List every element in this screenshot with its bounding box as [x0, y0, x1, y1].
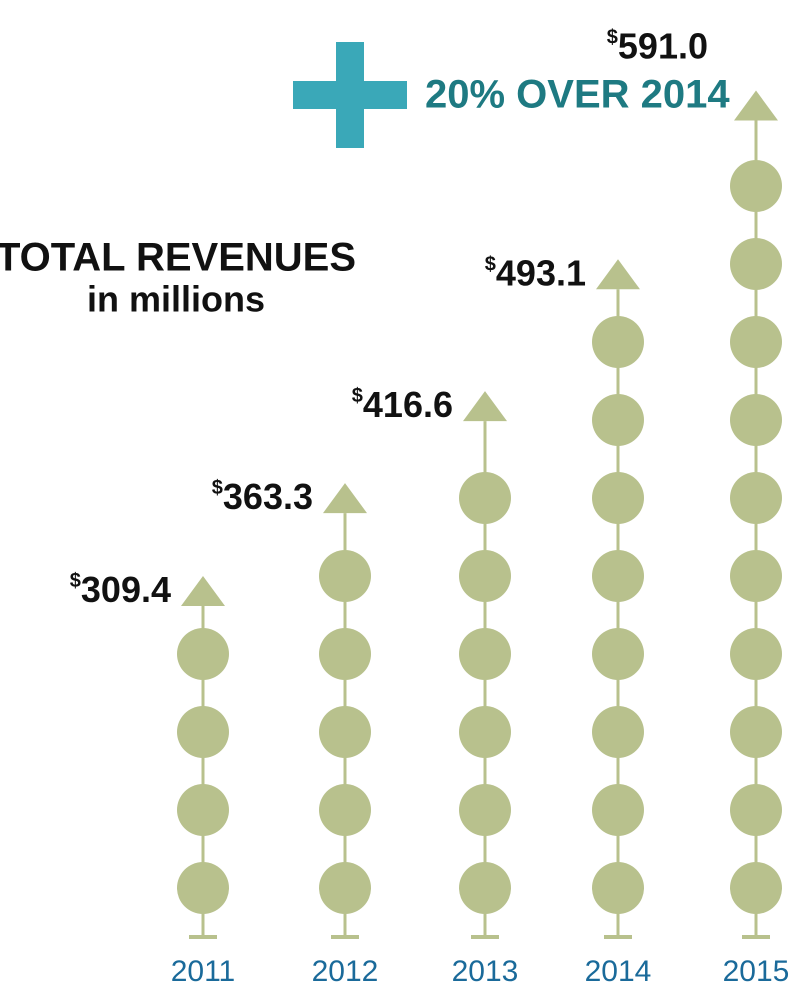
- arrow-head: [596, 259, 640, 290]
- value-label: $591.0: [607, 25, 708, 66]
- arrow-head: [734, 90, 778, 121]
- dot: [319, 706, 371, 758]
- dot: [459, 472, 511, 524]
- dot: [459, 628, 511, 680]
- chart-title: TOTAL REVENUES: [0, 236, 356, 280]
- x-tick-label: 2012: [312, 955, 379, 988]
- dot: [459, 706, 511, 758]
- dot: [730, 472, 782, 524]
- dot: [730, 706, 782, 758]
- dot: [730, 238, 782, 290]
- value-label: $309.4: [70, 569, 171, 610]
- dot: [459, 862, 511, 914]
- dot: [592, 316, 644, 368]
- arrow-head: [181, 575, 225, 606]
- dot: [730, 550, 782, 602]
- dot: [730, 628, 782, 680]
- dot: [592, 784, 644, 836]
- dot: [730, 160, 782, 212]
- dot: [319, 628, 371, 680]
- dot: [177, 706, 229, 758]
- dot: [730, 862, 782, 914]
- x-tick-label: 2015: [723, 955, 790, 988]
- annotation: 20% OVER 2014: [425, 73, 730, 117]
- value-label: $493.1: [485, 252, 586, 293]
- x-tick-label: 2011: [171, 955, 236, 988]
- dot: [592, 472, 644, 524]
- dot: [730, 316, 782, 368]
- dot: [319, 862, 371, 914]
- dot: [592, 862, 644, 914]
- dot: [730, 784, 782, 836]
- dot: [319, 550, 371, 602]
- dot: [592, 550, 644, 602]
- plus-icon: [293, 81, 407, 109]
- dot: [319, 784, 371, 836]
- dot: [592, 394, 644, 446]
- dot: [592, 706, 644, 758]
- dot: [730, 394, 782, 446]
- arrow-head: [323, 483, 367, 514]
- dot: [592, 628, 644, 680]
- dot: [177, 784, 229, 836]
- chart-subtitle: in millions: [87, 279, 265, 320]
- dot: [459, 550, 511, 602]
- arrow-head: [463, 391, 507, 422]
- value-label: $416.6: [352, 384, 453, 425]
- dot: [177, 862, 229, 914]
- x-tick-label: 2013: [452, 955, 519, 988]
- x-tick-label: 2014: [585, 955, 652, 988]
- dot: [177, 628, 229, 680]
- dot: [459, 784, 511, 836]
- value-label: $363.3: [212, 476, 313, 517]
